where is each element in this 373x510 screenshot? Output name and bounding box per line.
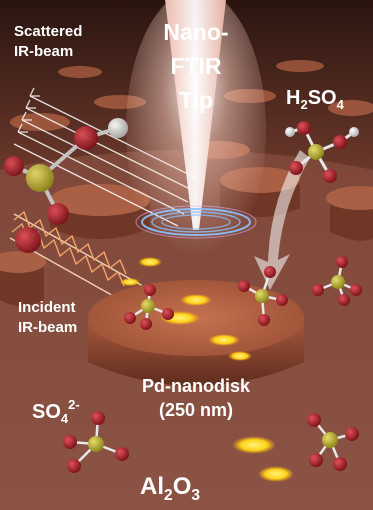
sulfate-molecule-center-right	[238, 266, 288, 326]
sulfate-ion-label-sub: 4	[61, 411, 69, 426]
h2so4-molecule	[285, 121, 359, 183]
scattered-beam-label-line1: Scattered	[14, 23, 82, 40]
hotspots	[120, 257, 294, 482]
scattered-beam-label-line2: IR-beam	[14, 43, 73, 60]
sulfate-ion-label-charge: 2-	[68, 397, 80, 412]
h2so4-label-so: SO	[308, 87, 337, 109]
h2so4-label: H2SO4	[286, 87, 345, 112]
alumina-label-sub2: 2	[164, 487, 173, 504]
incident-beam-label-line2: IR-beam	[18, 319, 77, 336]
nano-ftir-tip	[165, 0, 226, 230]
alumina-label-sub3: 3	[191, 487, 200, 504]
h2so4-label-sub2: 2	[300, 97, 307, 112]
alumina-label-o: O	[173, 473, 192, 500]
near-field-rings	[135, 205, 257, 239]
tip-label-line2: FTIR	[170, 53, 221, 79]
incident-beam-label-line1: Incident	[18, 299, 76, 316]
sulfate-molecule-bottom-right	[307, 413, 359, 471]
h2so4-label-sub4: 4	[337, 97, 345, 112]
sulfate-molecule-far-right	[312, 256, 362, 306]
h2so4-label-h: H	[286, 87, 300, 109]
sulfate-molecule-bottom-left	[63, 411, 129, 473]
sulfate-ion-label-base: SO	[32, 401, 61, 423]
alumina-label: Al2O3	[140, 473, 200, 504]
sulfate-ion-label: SO42-	[32, 397, 80, 426]
pd-nanodisk-label-line2: (250 nm)	[159, 400, 233, 420]
sulfate-molecule-center-left	[124, 284, 174, 330]
tip-label-line3: Tip	[179, 87, 213, 113]
adsorption-arrow	[254, 150, 310, 290]
sulfate-molecule-left	[4, 118, 128, 253]
alumina-label-al: Al	[140, 473, 164, 500]
tip-label-line1: Nano-	[163, 19, 228, 45]
pd-nanodisk-label-line1: Pd-nanodisk	[142, 376, 251, 396]
